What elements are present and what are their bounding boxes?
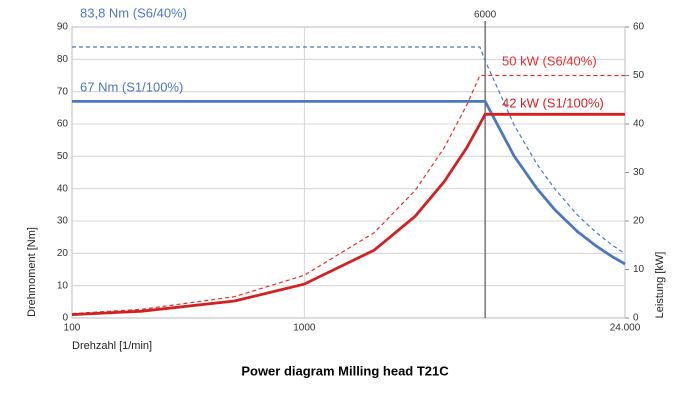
chart-title: Power diagram Milling head T21C <box>241 363 449 378</box>
y-tick-label: 80 <box>57 54 69 65</box>
y2-tick-label: 30 <box>633 167 645 178</box>
series-line <box>72 46 626 255</box>
x-tick-label: 24.000 <box>610 323 641 334</box>
y2-tick-label: 10 <box>633 264 645 275</box>
series-annotation: 50 kW (S6/40%) <box>502 53 597 68</box>
x-tick-label: 6000 <box>474 10 497 21</box>
series-line <box>71 112 625 316</box>
series-line <box>72 100 626 266</box>
y-axis-label: Drehmoment [Nm] <box>26 227 38 317</box>
y-tick-label: 30 <box>57 216 69 227</box>
y2-tick-label: 40 <box>633 119 645 130</box>
series-annotation: 67 Nm (S1/100%) <box>80 79 183 94</box>
x-tick-label: 100 <box>64 323 81 334</box>
x-axis-label: Drehzahl [1/min] <box>72 340 152 352</box>
plot-area <box>71 26 626 319</box>
y-tick-label: 70 <box>57 86 69 97</box>
y2-tick-label: 60 <box>633 22 645 33</box>
y2-axis-label: Leistung [kW] <box>654 252 666 319</box>
y-tick-label: 50 <box>57 151 69 162</box>
series-annotation: 83,8 Nm (S6/40%) <box>80 5 187 20</box>
y-tick-label: 10 <box>57 280 69 291</box>
y2-tick-label: 50 <box>633 70 645 81</box>
y-tick-label: 20 <box>57 248 69 259</box>
y-tick-label: 90 <box>57 22 69 33</box>
y2-tick-label: 20 <box>633 216 645 227</box>
x-tick-label: 1000 <box>293 323 316 334</box>
series-line <box>71 74 625 315</box>
y-tick-label: 40 <box>57 183 69 194</box>
y-tick-label: 0 <box>62 313 68 324</box>
y2-tick-label: 0 <box>633 313 639 324</box>
series-annotation: 42 kW (S1/100%) <box>502 95 604 110</box>
y-tick-label: 60 <box>57 119 69 130</box>
